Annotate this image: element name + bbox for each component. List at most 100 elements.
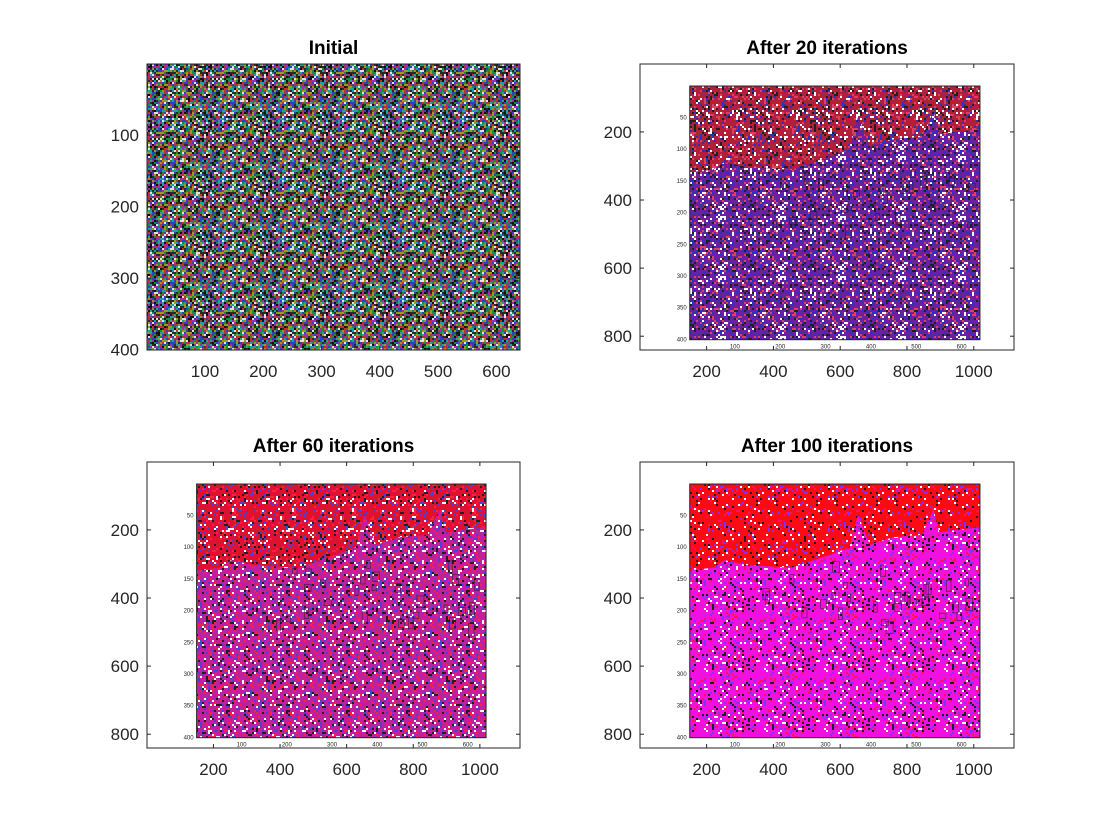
inner-x-tick-label: 600 [957,345,968,351]
building-outlines [276,560,480,637]
x-tick-label: 200 [692,362,720,381]
inner-y-tick-label: 200 [677,609,688,615]
inner-x-tick-label: 400 [866,345,877,351]
x-tick-label: 400 [759,760,787,779]
inner-axes-frame [689,85,981,341]
y-tick-label: 800 [111,725,139,744]
subplot-title: After 20 iterations [746,38,908,59]
inner-y-tick-label: 300 [184,672,195,678]
inner-y-tick-label: 400 [677,735,688,741]
subplot-title: After 60 iterations [253,436,415,457]
inner-y-tick-label: 350 [184,704,195,710]
inner-y-tick-label: 200 [184,609,195,615]
inner-y-tick-label: 100 [184,545,195,551]
inner-y-tick-label: 100 [677,147,688,153]
y-tick-label: 200 [604,521,632,540]
x-tick-label: 600 [332,760,360,779]
axes-frame [639,461,1015,749]
y-tick-label: 600 [111,657,139,676]
inner-y-tick-label: 150 [184,577,195,583]
inner-x-tick-label: 500 [911,345,922,351]
y-tick-label: 400 [604,589,632,608]
inner-x-tick-label: 400 [866,743,877,749]
inner-x-tick-label: 500 [911,743,922,749]
axes-frame [639,63,1015,351]
inner-y-tick-label: 150 [677,577,688,583]
y-tick-label: 800 [604,327,632,346]
inner-x-tick-label: 200 [282,743,293,749]
reconstructed-image-sky [689,484,980,571]
inner-y-tick-label: 400 [677,337,688,343]
x-tick-label: 600 [826,362,854,381]
x-tick-label: 1000 [461,760,499,779]
x-tick-label: 800 [893,760,921,779]
y-tick-label: 600 [604,657,632,676]
inner-y-tick-label: 250 [184,640,195,646]
x-tick-label: 1000 [955,362,993,381]
x-tick-label: 200 [692,760,720,779]
inner-y-tick-label: 100 [677,545,688,551]
y-tick-label: 200 [111,521,139,540]
inner-x-tick-label: 500 [418,743,429,749]
inner-x-tick-label: 100 [730,743,741,749]
x-tick-label: 400 [759,362,787,381]
inner-x-tick-label: 300 [327,743,338,749]
inner-y-tick-label: 400 [184,735,195,741]
subplot-after-20-iterations: 100 200 300 400 500 600 50 100 150 200 250 300 350 40… [604,38,1015,381]
subplot-title: Initial [309,38,359,59]
subplot-title: After 100 iterations [741,436,913,457]
inner-x-tick-label: 600 [463,743,474,749]
y-tick-label: 600 [604,259,632,278]
x-tick-label: 400 [366,362,394,381]
x-tick-label: 100 [191,362,219,381]
inner-axes-frame [689,483,981,739]
inner-y-tick-label: 250 [677,640,688,646]
inner-x-tick-label: 200 [775,743,786,749]
x-tick-label: 300 [307,362,335,381]
y-tick-label: 400 [111,589,139,608]
reconstructed-image-sky [689,86,980,173]
subplot-initial: 100 200 300 400 500 600 100 200 300 400 Initial [111,38,521,381]
y-tick-label: 200 [111,198,139,217]
y-tick-label: 400 [604,191,632,210]
x-tick-label: 600 [826,760,854,779]
y-tick-label: 200 [604,123,632,142]
y-tick-label: 800 [604,725,632,744]
subplot-after-100-iterations: 100 200 300 400 500 600 50 100 150 200 250 300 350 40… [604,436,1015,779]
inner-x-tick-label: 600 [957,743,968,749]
x-tick-label: 1000 [955,760,993,779]
subplot-after-60-iterations: 100 200 300 400 500 600 50 100 150 200 250 300 350 40… [111,436,521,779]
inner-x-tick-label: 100 [237,743,248,749]
inner-x-tick-label: 300 [821,743,832,749]
inner-y-tick-label: 150 [677,179,688,185]
y-tick-label: 400 [111,341,139,360]
inner-y-tick-label: 350 [677,306,688,312]
x-tick-label: 800 [893,362,921,381]
x-tick-label: 800 [399,760,427,779]
y-tick-label: 300 [111,269,139,288]
inner-y-tick-label: 300 [677,672,688,678]
inner-y-tick-label: 50 [680,513,687,519]
inner-y-tick-label: 200 [677,211,688,217]
inner-x-tick-label: 100 [730,345,741,351]
noise-image [147,64,520,350]
inner-y-tick-label: 50 [680,115,687,121]
inner-x-tick-label: 200 [775,345,786,351]
inner-axes-frame [196,483,487,739]
x-tick-label: 500 [424,362,452,381]
inner-y-tick-label: 350 [677,704,688,710]
x-tick-label: 200 [199,760,227,779]
x-tick-label: 200 [249,362,277,381]
building-outlines [762,560,974,634]
x-tick-label: 600 [482,362,510,381]
axes-frame [146,461,521,749]
inner-x-tick-label: 400 [372,743,383,749]
building-outlines [773,169,976,239]
y-tick-label: 100 [111,126,139,145]
inner-y-tick-label: 50 [187,513,194,519]
x-tick-label: 400 [266,760,294,779]
inner-y-tick-label: 300 [677,274,688,280]
reconstructed-image-sky [196,484,487,571]
inner-x-tick-label: 300 [821,345,832,351]
